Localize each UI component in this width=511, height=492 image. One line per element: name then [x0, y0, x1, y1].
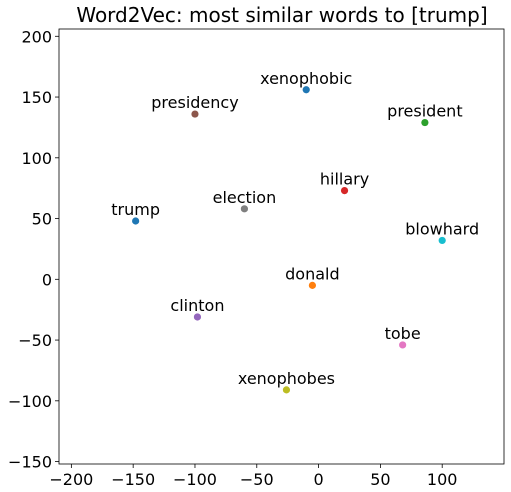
data-point	[302, 86, 310, 94]
data-point	[282, 386, 291, 394]
point-label: presidency	[151, 93, 238, 112]
x-axis: −200 −150 −100 −50 0 50 100	[49, 464, 457, 489]
y-tick-label: 200	[21, 27, 52, 46]
point-label: xenophobes	[238, 369, 335, 388]
y-axis: −150 −100 −50 0 50 100 150 200	[8, 27, 59, 472]
point-label: clinton	[170, 296, 224, 315]
data-point	[421, 118, 429, 127]
data-point	[240, 205, 249, 213]
x-tick-label: −200	[49, 470, 93, 489]
data-point	[132, 217, 140, 225]
point-label: trump	[111, 200, 160, 219]
x-tick-label: 50	[370, 470, 390, 489]
y-tick-label: 50	[32, 210, 52, 229]
point-label: hillary	[320, 170, 369, 189]
data-point	[193, 313, 202, 321]
data-point	[438, 236, 446, 245]
y-tick-label: 0	[42, 270, 52, 289]
data-point	[340, 187, 349, 195]
x-tick-label: −100	[173, 470, 217, 489]
y-tick-label: −150	[8, 453, 52, 472]
y-tick-label: 150	[21, 88, 52, 107]
point-label: tobe	[385, 324, 421, 343]
x-tick-label: −50	[240, 470, 274, 489]
data-point	[191, 110, 199, 118]
x-tick-label: 0	[313, 470, 323, 489]
point-label: president	[387, 102, 462, 121]
plot-area	[58, 28, 505, 465]
x-tick-label: −150	[111, 470, 155, 489]
point-label: xenophobic	[260, 69, 352, 88]
y-tick-label: 100	[21, 149, 52, 168]
point-label: blowhard	[405, 219, 479, 238]
y-tick-label: −100	[8, 392, 52, 411]
point-label: election	[213, 188, 277, 207]
y-tick-label: −50	[18, 331, 52, 350]
data-point	[308, 281, 317, 289]
data-points: xenophobic presidency president hillary elec…	[111, 69, 479, 394]
point-label: donald	[285, 264, 340, 283]
x-tick-label: 100	[427, 470, 458, 489]
data-point	[399, 341, 407, 349]
chart-title: Word2Vec: most similar words to [trump]	[76, 3, 487, 27]
